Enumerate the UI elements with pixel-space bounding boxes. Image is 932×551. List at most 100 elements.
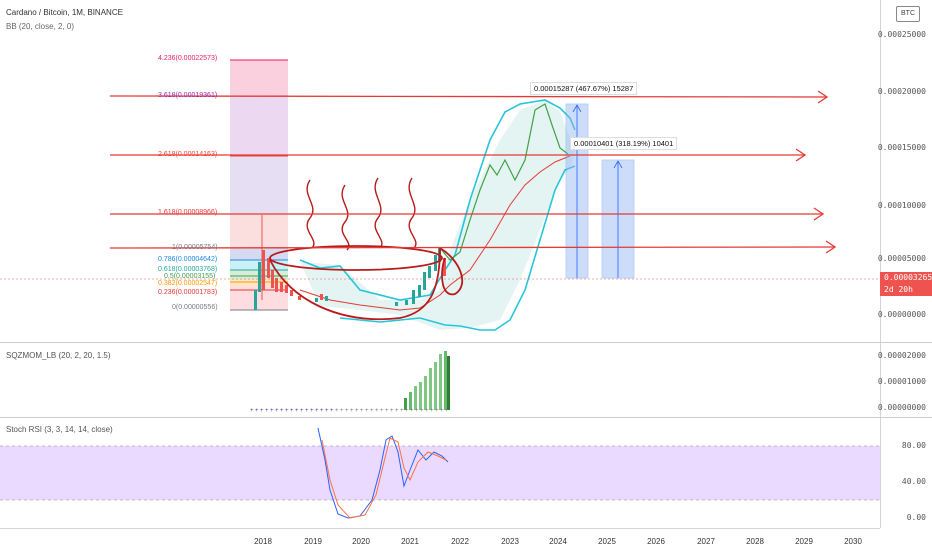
fib-label: 4.236(0.00022573)	[158, 55, 218, 62]
sqz-dot: +	[370, 408, 374, 414]
steam-drawing	[408, 177, 417, 249]
price-axis-label: 0.00010000	[877, 201, 926, 210]
price-line	[439, 103, 569, 261]
sqz-dot: +	[395, 408, 399, 414]
sqz-dot: +	[355, 408, 359, 414]
rsi-indicator-label[interactable]: Stoch RSI (3, 3, 14, 14, close)	[6, 425, 113, 434]
arrowhead	[813, 207, 825, 221]
sqz-dot: +	[345, 408, 349, 414]
sqz-dot: +	[430, 408, 434, 414]
pane-divider[interactable]	[0, 342, 932, 343]
sqz-dot: +	[255, 408, 259, 414]
sqz-dot: +	[420, 408, 424, 414]
handle-drawing	[439, 247, 464, 295]
sqz-dot: +	[405, 408, 409, 414]
fib-label: 0.5(0.00003155)	[164, 273, 216, 280]
drawing-layer: + + + + + + + + + + + + + + + + + + + + + + + + + + + + + + + + + + + + + + + +	[0, 59, 880, 519]
bollinger-basis	[299, 155, 571, 311]
steam-drawing	[306, 179, 315, 249]
time-axis-label: 2027	[697, 537, 715, 546]
sqz-dot: +	[365, 408, 369, 414]
fib-label: 2.618(0.00014163)	[158, 151, 218, 158]
price-axis-label: 0.00025000	[877, 30, 926, 39]
target-arrow-line[interactable]	[109, 246, 835, 249]
price-axis-label: 0.00015000	[877, 143, 926, 152]
sqz-dot: +	[340, 408, 344, 414]
projection-annotation[interactable]: 0.00015287 (467.67%) 15287	[530, 82, 638, 95]
pane-divider[interactable]	[0, 417, 932, 418]
sqz-dot: +	[310, 408, 314, 414]
sqz-axis[interactable]: 0.00002000 0.00001000 0.00000000	[877, 343, 932, 417]
time-axis-label: 2023	[501, 537, 519, 546]
current-price-countdown: 2d 20h	[884, 285, 913, 294]
sqz-dot: +	[385, 408, 389, 414]
time-axis-label: 2029	[795, 537, 813, 546]
sqz-dot: +	[400, 408, 404, 414]
time-axis-label: 2021	[401, 537, 419, 546]
bollinger-fill	[300, 100, 575, 330]
fib-zone	[230, 214, 288, 248]
sqz-dot: +	[320, 408, 324, 414]
sqz-dot: +	[290, 408, 294, 414]
sqz-dot: +	[250, 408, 254, 414]
main-price-pane[interactable]	[0, 0, 880, 342]
fib-label: 0.382(0.00002547)	[158, 280, 218, 287]
sqz-indicator-label[interactable]: SQZMOM_LB (20, 2, 20, 1.5)	[6, 351, 111, 360]
rsi-axis-label: 80.00	[901, 441, 926, 450]
target-arrow-line[interactable]	[109, 95, 827, 98]
fib-zone-top	[230, 60, 288, 96]
fib-label: 1.618(0.00008966)	[158, 209, 218, 216]
time-axis-label: 2025	[598, 537, 616, 546]
rsi-d-line	[321, 437, 447, 519]
time-axis-label: 2018	[254, 537, 272, 546]
sqz-dot: +	[350, 408, 354, 414]
sqz-axis-label: 0.00000000	[877, 403, 926, 412]
time-axis-label: 2030	[844, 537, 862, 546]
price-axis[interactable]: 0.00025000 0.00020000 0.00015000 0.00010…	[877, 0, 932, 342]
sqz-dot: +	[285, 408, 289, 414]
sqz-dot: +	[330, 408, 334, 414]
arrowhead	[825, 240, 837, 254]
fib-label: 0.786(0.00004642)	[158, 256, 218, 263]
sqz-dot: +	[275, 408, 279, 414]
time-axis-label: 2022	[451, 537, 469, 546]
projection-annotation[interactable]: 0.00010401 (318.19%) 10401	[570, 137, 678, 150]
time-axis-label: 2026	[647, 537, 665, 546]
fib-label: 0.618(0.00003768)	[158, 266, 218, 273]
sqz-axis-label: 0.00002000	[877, 351, 926, 360]
currency-badge[interactable]: BTC	[896, 6, 920, 22]
bollinger-lower	[339, 165, 576, 331]
sqz-dot: +	[270, 408, 274, 414]
sqz-dot: +	[260, 408, 264, 414]
indicator-label[interactable]: BB (20, close, 2, 0)	[6, 22, 75, 31]
projection-arrowhead	[572, 104, 582, 113]
sqz-dot: +	[265, 408, 269, 414]
sqz-dot: +	[425, 408, 429, 414]
arrowhead	[795, 148, 807, 162]
time-axis-label: 2028	[746, 537, 764, 546]
bollinger-upper	[299, 99, 576, 301]
sqz-dot: +	[375, 408, 379, 414]
price-axis-label: 0.00020000	[877, 87, 926, 96]
chart-title: Cardano / Bitcoin, 1M, BINANCE	[6, 8, 123, 17]
rsi-axis-label: 0.00	[906, 513, 926, 522]
rsi-axis[interactable]: 80.00 40.00 0.00	[880, 418, 932, 528]
fib-zone	[230, 156, 288, 214]
sqz-dot: +	[435, 408, 439, 414]
rsi-k-line	[317, 427, 449, 519]
fib-label: 3.618(0.00019361)	[158, 92, 218, 99]
time-axis[interactable]: 2018 2019 2020 2021 2022 2023 2024 2025 …	[0, 528, 880, 551]
sqz-dot: +	[440, 408, 444, 414]
sqz-axis-label: 0.00001000	[877, 377, 926, 386]
fib-label: 0(0.00000556)	[172, 304, 218, 311]
time-axis-label: 2020	[352, 537, 370, 546]
fib-zone	[230, 96, 288, 156]
cup-drawing	[269, 247, 441, 320]
sqz-dots: + + + + + + + + + + + + + + + + + + + + + + + + + + + + + + + + + + + + + + + +	[250, 408, 449, 414]
price-axis-label: 0.00000000	[877, 310, 926, 319]
projection-arrowhead	[613, 160, 623, 169]
sqz-dot: +	[305, 408, 309, 414]
current-price-tag: 0.00003265 2d 20h	[880, 272, 932, 296]
fib-zone	[230, 248, 288, 260]
